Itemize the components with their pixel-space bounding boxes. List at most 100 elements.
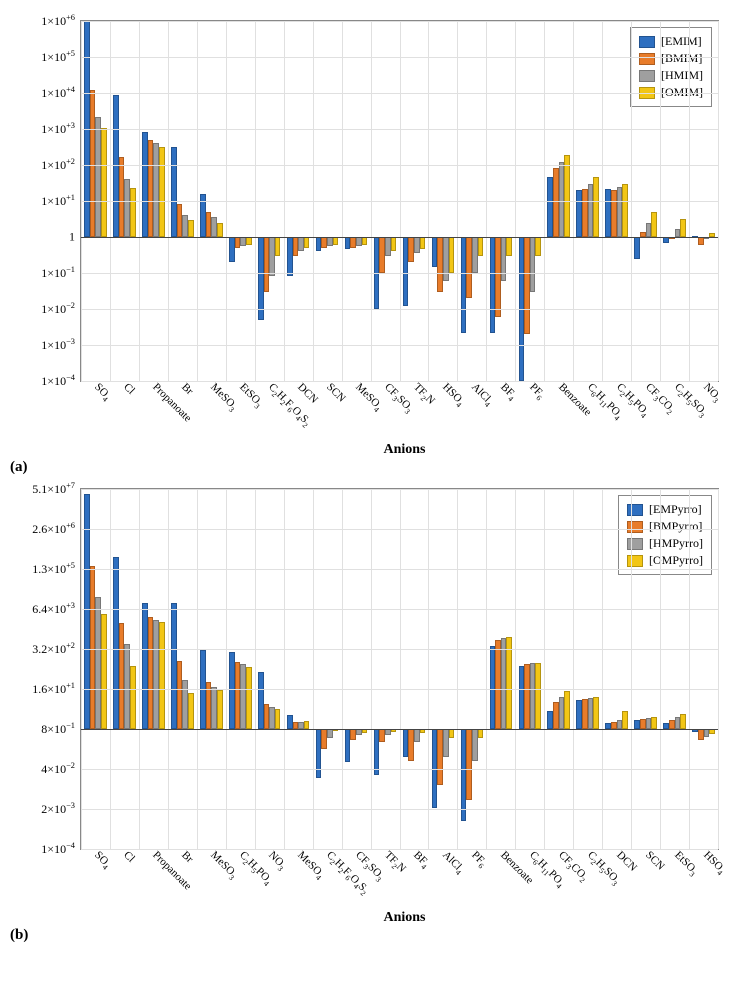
- legend-swatch: [627, 555, 643, 567]
- gridline: [602, 489, 603, 849]
- gridline: [689, 489, 690, 849]
- legend-swatch: [627, 538, 643, 550]
- x-axis-label: Anions: [80, 442, 729, 458]
- bar: [188, 220, 194, 237]
- gridline: [342, 489, 343, 849]
- bar: [506, 637, 512, 728]
- bar: [593, 177, 599, 237]
- bar: [275, 709, 281, 729]
- bar: [564, 155, 570, 237]
- figure: (a) Capacity values at infinite dilution…: [0, 0, 739, 966]
- bar: [564, 691, 570, 729]
- x-tick-label: Br: [179, 849, 195, 865]
- legend-swatch: [639, 70, 655, 82]
- y-tick-label: 1×10+1: [41, 193, 81, 209]
- x-tick-label: DCN: [614, 849, 639, 874]
- x-tick-label: BF4: [496, 381, 518, 403]
- y-tick-label: 1×10+5: [41, 49, 81, 65]
- x-tick-label: PF6: [467, 849, 488, 870]
- legend-label: [OMPyrro]: [649, 553, 703, 568]
- gridline: [81, 21, 82, 381]
- gridline: [544, 489, 545, 849]
- bar: [304, 721, 310, 728]
- y-tick-label: 1×10+2: [41, 157, 81, 173]
- legend-item: [EMIM]: [639, 34, 703, 49]
- bar: [391, 237, 397, 251]
- chart-area-a: [EMIM][BMIM][HMIM][OMIM] 1×10−41×10−31×1…: [80, 20, 719, 382]
- x-tick-label: AlCl4: [439, 849, 467, 877]
- gridline: [660, 21, 661, 381]
- gridline: [631, 489, 632, 849]
- x-tick-label: MeSO3: [207, 849, 240, 882]
- bar: [478, 729, 484, 738]
- gridline: [168, 21, 169, 381]
- y-tick-label: 8×10−1: [41, 721, 81, 737]
- gridline: [428, 21, 429, 381]
- bar: [651, 212, 657, 237]
- gridline: [573, 489, 574, 849]
- bar: [304, 237, 310, 248]
- gridline: [486, 489, 487, 849]
- bar: [159, 622, 165, 728]
- bar: [535, 237, 541, 256]
- y-tick-label: 4×10−2: [41, 761, 81, 777]
- y-tick-label: 1: [69, 230, 81, 245]
- gridline: [110, 21, 111, 381]
- gridline: [226, 489, 227, 849]
- x-axis-label: Anions: [80, 910, 729, 926]
- bar: [478, 237, 484, 256]
- baseline: [81, 729, 718, 730]
- gridline: [660, 489, 661, 849]
- legend-label: [BMIM]: [661, 51, 702, 66]
- bar: [651, 717, 657, 729]
- gridline: [400, 489, 401, 849]
- x-tick-label: Cl: [122, 849, 138, 865]
- bar: [101, 614, 107, 729]
- bar: [593, 697, 599, 729]
- bar: [449, 237, 455, 273]
- y-tick-label: 2×10−3: [41, 801, 81, 817]
- gridline: [110, 489, 111, 849]
- bar: [449, 729, 455, 738]
- legend-label: [HMPyrro]: [649, 536, 703, 551]
- legend-label: [EMIM]: [661, 34, 702, 49]
- bar: [680, 219, 686, 237]
- chart-panel-b: (b) Capacity values at infinite dilution…: [10, 488, 729, 926]
- legend-item: [EMPyrro]: [627, 502, 703, 517]
- bar: [362, 237, 368, 245]
- bar: [333, 237, 339, 245]
- gridline: [284, 21, 285, 381]
- gridline: [718, 21, 719, 381]
- gridline: [457, 21, 458, 381]
- y-tick-label: 1.6×10+1: [32, 681, 81, 697]
- legend-item: [BMPyrro]: [627, 519, 703, 534]
- gridline: [718, 489, 719, 849]
- y-tick-label: 1×10−4: [41, 841, 81, 857]
- x-tick-label: EtSO3: [236, 381, 266, 411]
- gridline: [544, 21, 545, 381]
- bar: [680, 714, 686, 729]
- gridline: [602, 21, 603, 381]
- gridline: [197, 489, 198, 849]
- y-tick-label: 1×10−4: [41, 373, 81, 389]
- y-tick-label: 1.3×10+5: [32, 561, 81, 577]
- legend-swatch: [627, 504, 643, 516]
- legend-a: [EMIM][BMIM][HMIM][OMIM]: [630, 27, 712, 107]
- x-tick-label: PF6: [525, 381, 546, 402]
- legend-swatch: [639, 53, 655, 65]
- bar: [506, 237, 512, 256]
- y-tick-label: 5.1×10+7: [32, 481, 81, 497]
- legend-item: [HMPyrro]: [627, 536, 703, 551]
- legend-label: [EMPyrro]: [649, 502, 702, 517]
- legend-swatch: [627, 521, 643, 533]
- bar: [101, 128, 107, 237]
- x-tick-label: EtSO3: [670, 849, 700, 879]
- legend-item: [OMPyrro]: [627, 553, 703, 568]
- gridline: [255, 21, 256, 381]
- y-tick-label: 6.4×10+3: [32, 601, 81, 617]
- bar: [634, 237, 640, 259]
- x-tick-label: SCN: [643, 849, 667, 873]
- y-tick-label: 1×10−3: [41, 337, 81, 353]
- x-tick-label: CF3SO3: [381, 381, 416, 416]
- gridline: [342, 21, 343, 381]
